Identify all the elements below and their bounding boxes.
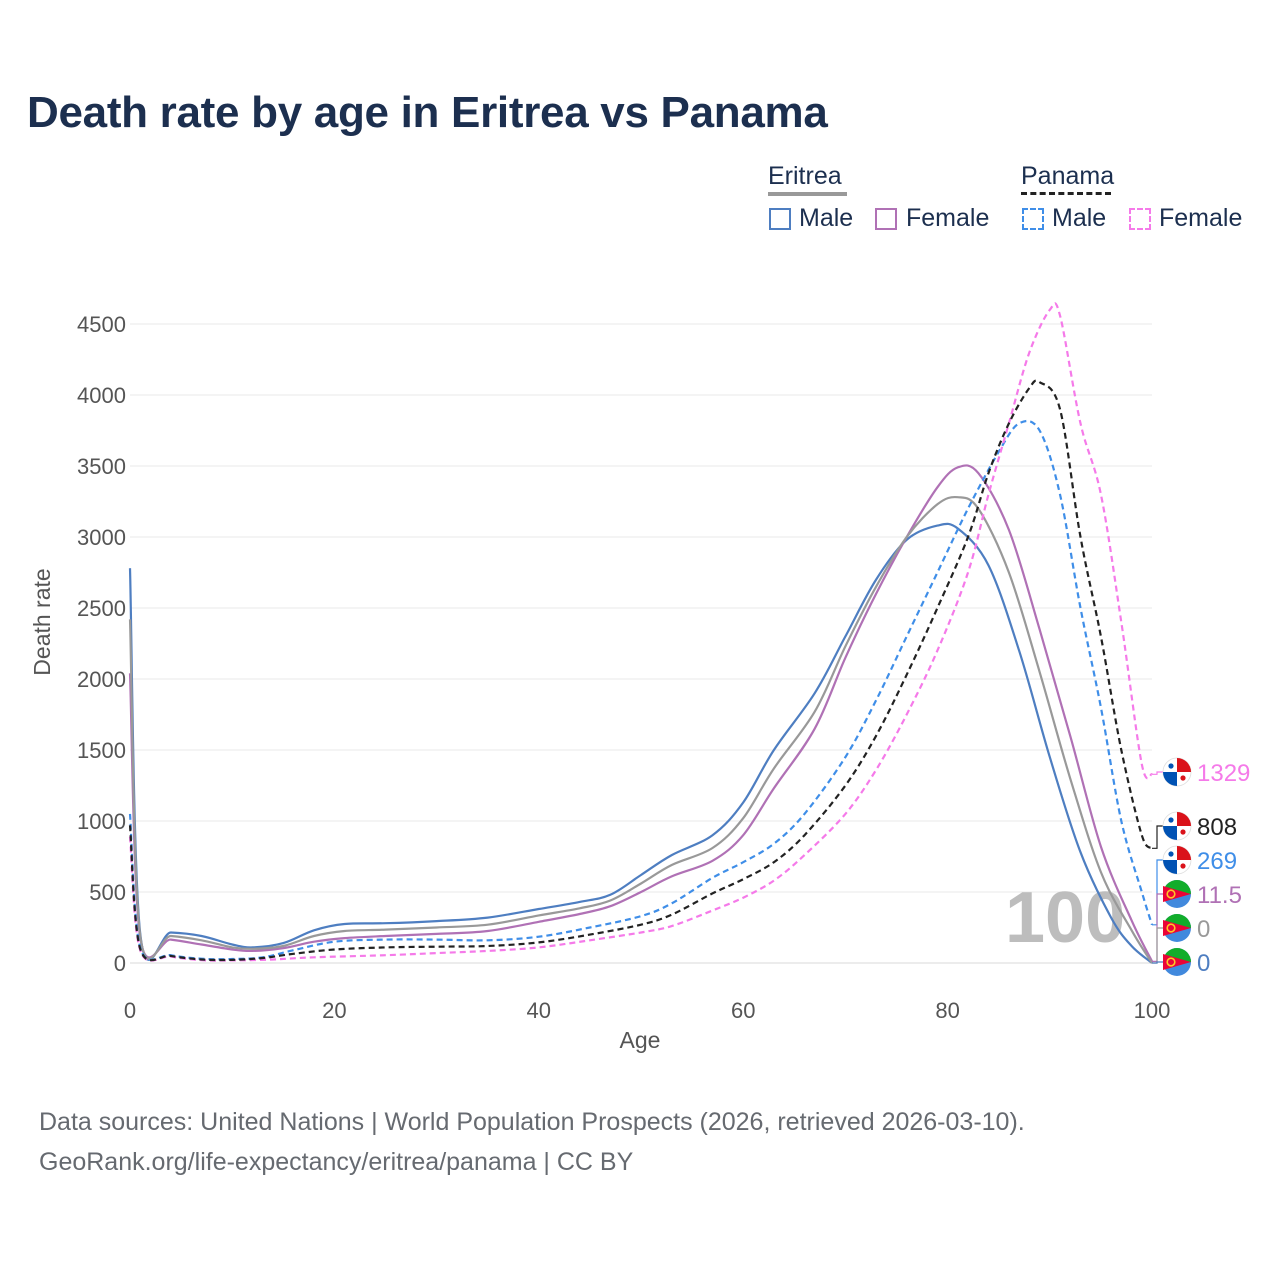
page-title: Death rate by age in Eritrea vs Panama	[27, 88, 828, 137]
watermark-year: 100	[1005, 878, 1125, 958]
flag-quarter	[1177, 846, 1191, 860]
legend-item-panama-female[interactable]: Female	[1159, 204, 1243, 232]
legend-swatch-eritrea-male	[769, 208, 791, 230]
y-tick-label: 500	[89, 880, 126, 905]
end-labels: 1329 808 269 11.5 0 0	[1152, 757, 1250, 977]
flag-star	[1168, 817, 1174, 823]
legend-swatch-panama-female	[1129, 208, 1151, 230]
series-lines	[128, 302, 1154, 964]
end-marker-eritrea-male: 0	[1152, 948, 1210, 977]
x-tick-label: 100	[1134, 998, 1171, 1023]
flag-quarter	[1177, 812, 1191, 826]
x-tick-label: 60	[731, 998, 755, 1023]
end-marker-panama-female: 1329	[1152, 757, 1250, 787]
end-connector	[1152, 961, 1163, 964]
legend-swatch-eritrea-female	[875, 208, 897, 230]
flag-star	[1180, 775, 1186, 781]
end-connector	[1152, 859, 1163, 926]
y-axis: 0 500 1000 1500 2000 2500 3000 3500 4000 4500	[77, 312, 126, 976]
end-marker-panama-male: 269	[1152, 845, 1237, 926]
end-connector	[1152, 927, 1163, 964]
x-axis-title: Age	[620, 1027, 661, 1053]
y-tick-label: 0	[114, 951, 126, 976]
y-tick-label: 1000	[77, 809, 126, 834]
legend-swatch-panama-male	[1022, 208, 1044, 230]
series-line-panama	[128, 379, 1153, 962]
x-axis: 0 20 40 60 80 100	[124, 998, 1170, 1023]
end-value-label: 808	[1197, 814, 1237, 841]
end-marker-panama: 808	[1152, 811, 1237, 849]
source-line-1: Data sources: United Nations | World Pop…	[39, 1108, 1025, 1136]
series-line-panama-female	[128, 302, 1154, 962]
series-line-panama-male	[128, 419, 1154, 961]
end-value-label: 11.5	[1197, 882, 1242, 909]
legend-group-label: Panama	[1021, 162, 1115, 190]
y-tick-label: 4000	[77, 383, 126, 408]
y-tick-label: 4500	[77, 312, 126, 337]
end-marker-eritrea-female: 11.5	[1152, 880, 1242, 962]
grid	[130, 323, 1152, 964]
y-tick-label: 3500	[77, 454, 126, 479]
flag-quarter	[1177, 758, 1191, 772]
series-line-eritrea-male	[128, 522, 1153, 964]
y-tick-label: 3000	[77, 525, 126, 550]
end-connector	[1152, 825, 1163, 849]
end-value-label: 269	[1197, 848, 1237, 875]
series-line-eritrea	[128, 495, 1153, 964]
flag-quarter	[1163, 860, 1177, 874]
flag-star	[1180, 829, 1186, 835]
legend-item-eritrea-male[interactable]: Male	[799, 204, 854, 232]
flag-quarter	[1163, 772, 1177, 786]
flag-star	[1168, 851, 1174, 857]
x-tick-label: 80	[935, 998, 959, 1023]
end-value-label: 0	[1197, 916, 1210, 943]
y-axis-title: Death rate	[29, 568, 55, 675]
x-tick-label: 20	[322, 998, 346, 1023]
y-tick-label: 2000	[77, 667, 126, 692]
end-connector	[1152, 771, 1163, 775]
legend-group-eritrea-line	[768, 192, 847, 196]
legend-group-panama[interactable]: Panama	[1021, 162, 1114, 191]
legend-group-panama-line	[1021, 192, 1111, 195]
flag-star	[1168, 763, 1174, 769]
y-tick-label: 1500	[77, 738, 126, 763]
legend-item-panama-male[interactable]: Male	[1052, 204, 1107, 232]
end-value-label: 1329	[1197, 760, 1250, 787]
flag-star	[1180, 863, 1186, 869]
legend-item-eritrea-female[interactable]: Female	[906, 204, 990, 232]
flag-emblem	[1166, 957, 1176, 967]
flag-emblem	[1166, 889, 1176, 899]
end-value-label: 0	[1197, 950, 1210, 977]
end-marker-eritrea: 0	[1152, 914, 1210, 964]
y-tick-label: 2500	[77, 596, 126, 621]
flag-quarter	[1163, 826, 1177, 840]
flag-emblem	[1166, 923, 1176, 933]
series-line-eritrea-female	[128, 464, 1153, 962]
x-tick-label: 40	[527, 998, 551, 1023]
legend-group-label: Eritrea	[768, 162, 842, 190]
x-tick-label: 0	[124, 998, 136, 1023]
source-line-2[interactable]: GeoRank.org/life-expectancy/eritrea/pana…	[39, 1148, 634, 1176]
legend-group-eritrea[interactable]: Eritrea	[768, 162, 842, 191]
